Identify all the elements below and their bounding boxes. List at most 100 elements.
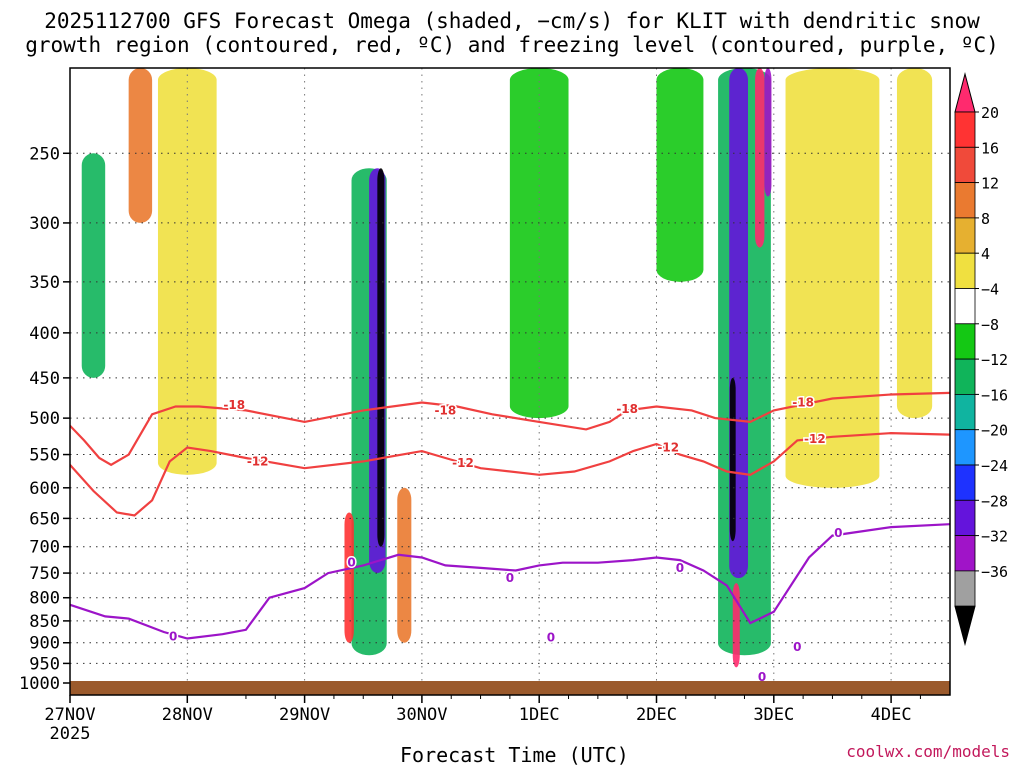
y-tick-label-750: 750 [29, 564, 60, 584]
x-year-label: 2025 [50, 724, 91, 744]
colorbar-swatch-10 [954, 464, 976, 501]
colorbar-label-9: −20 [981, 422, 1008, 440]
colorbar-top-arrow [954, 72, 976, 113]
chart-title-line2: growth region (contoured, red, ºC) and f… [25, 33, 999, 57]
x-tick-label-28NOV: 28NOV [162, 705, 213, 725]
colorbar-swatch-11 [954, 499, 976, 536]
shade-cell-2 [509, 68, 569, 419]
colorbar-swatch-5 [954, 288, 976, 325]
shade-cell-6 [397, 487, 412, 643]
shade-cell-9 [128, 68, 153, 223]
contour-label-6: -12 [657, 441, 679, 455]
y-tick-label-550: 550 [29, 446, 60, 466]
y-tick-label-400: 400 [29, 324, 60, 344]
contour-label-13: 0 [834, 526, 842, 540]
shade-cell-8 [81, 153, 106, 378]
x-tick-label-29NOV: 29NOV [279, 705, 330, 725]
colorbar-bottom-arrow [954, 605, 976, 647]
colorbar-swatch-6 [954, 323, 976, 360]
x-axis-title: Forecast Time (UTC) [400, 743, 629, 767]
ground-fill [70, 681, 950, 695]
shade-cell-12 [755, 68, 765, 248]
contour-2 [70, 523, 950, 640]
contour-label-8: 0 [169, 629, 177, 643]
colorbar-label-6: −8 [981, 316, 999, 334]
shade-cell-10 [344, 512, 354, 643]
contour-label-15: 0 [758, 670, 766, 684]
contour-label-0: -18 [223, 398, 245, 412]
shade-cell-1 [157, 68, 217, 475]
contour-label-10: 0 [506, 571, 514, 585]
contour-lines: -18 -18 -18 -18 -12 -12 -12 -12 0 0 0 0 0 0 0 0 [70, 391, 950, 686]
colorbar-label-11: −28 [981, 492, 1008, 510]
x-tick-label-27NOV: 27NOV [44, 705, 95, 725]
y-tick-label-300: 300 [29, 214, 60, 234]
colorbar-label-8: −16 [981, 386, 1008, 404]
shade-cell-3 [656, 68, 704, 282]
colorbar-swatch-1 [954, 146, 976, 184]
colorbar-label-10: −24 [981, 457, 1008, 475]
y-tick-label-650: 650 [29, 509, 60, 529]
y-tick-label-800: 800 [29, 589, 60, 609]
y-tick-label-450: 450 [29, 369, 60, 389]
y-tick-label-850: 850 [29, 612, 60, 632]
shade-cell-17 [729, 377, 736, 542]
contour-label-4: -12 [247, 454, 269, 468]
colorbar-label-3: 8 [981, 210, 990, 228]
shade-cell-15 [764, 68, 772, 197]
colorbar: 20 16 12 8 4 −4 −8 −12 −16 −20 −24 −28 −32 −36 [954, 72, 1008, 647]
contour-label-14: 0 [793, 640, 801, 654]
y-tick-label-900: 900 [29, 634, 60, 654]
colorbar-swatch-13 [954, 570, 976, 607]
colorbar-swatch-9 [954, 429, 976, 466]
contour-label-7: -12 [804, 432, 826, 446]
colorbar-label-7: −12 [981, 351, 1008, 369]
contour-0 [70, 391, 950, 467]
y-axis: 2503003504004505005506006507007508008509… [19, 144, 70, 694]
colorbar-label-4: 4 [981, 245, 990, 263]
colorbar-swatch-12 [954, 535, 976, 572]
contour-label-3: -18 [792, 396, 814, 410]
contour-label-9: 0 [347, 556, 355, 570]
colorbar-label-5: −4 [981, 281, 999, 299]
contour-label-2: -18 [616, 402, 638, 416]
x-tick-label-3DEC: 3DEC [753, 705, 794, 725]
contour-label-11: 0 [547, 631, 555, 645]
colorbar-label-1: 16 [981, 139, 999, 157]
x-tick-label-4DEC: 4DEC [871, 705, 912, 725]
colorbar-swatch-3 [954, 217, 976, 254]
contour-1 [70, 431, 950, 517]
x-tick-label-30NOV: 30NOV [396, 705, 447, 725]
colorbar-label-0: 20 [981, 104, 999, 122]
y-tick-label-500: 500 [29, 409, 60, 429]
y-tick-label-600: 600 [29, 479, 60, 499]
colorbar-swatch-0 [954, 111, 976, 148]
y-tick-label-950: 950 [29, 654, 60, 674]
shade-cell-16 [377, 168, 385, 547]
y-tick-label-1000: 1000 [19, 674, 60, 694]
credit-text: coolwx.com/models [846, 742, 1010, 761]
x-tick-label-1DEC: 1DEC [519, 705, 560, 725]
x-tick-label-2DEC: 2DEC [636, 705, 677, 725]
colorbar-swatch-2 [954, 182, 976, 219]
chart-title-line1: 2025112700 GFS Forecast Omega (shaded, −… [44, 9, 980, 33]
colorbar-swatch-7 [954, 358, 976, 395]
y-tick-label-700: 700 [29, 538, 60, 558]
omega-shading [81, 68, 933, 668]
colorbar-swatch-4 [954, 252, 976, 289]
y-tick-label-350: 350 [29, 273, 60, 293]
colorbar-label-12: −32 [981, 528, 1008, 546]
contour-label-12: 0 [676, 561, 684, 575]
grid-lines [70, 68, 950, 695]
contour-label-1: -18 [435, 403, 457, 417]
x-axis: 27NOV 28NOV 29NOV 30NOV 1DEC 2DEC 3DEC 4DEC 2025 [44, 695, 921, 744]
shade-cell-0 [896, 68, 933, 419]
colorbar-swatch-8 [954, 393, 976, 431]
shade-cell-4 [785, 68, 880, 488]
colorbar-label-2: 12 [981, 175, 999, 193]
colorbar-label-13: −36 [981, 563, 1008, 581]
contour-label-5: -12 [452, 456, 474, 470]
ground-strip [70, 681, 950, 695]
y-tick-label-250: 250 [29, 144, 60, 164]
